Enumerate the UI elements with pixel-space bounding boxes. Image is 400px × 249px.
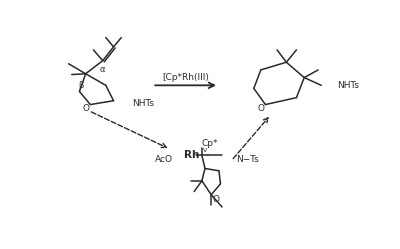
Text: O: O [257,104,264,113]
Text: O: O [212,195,219,204]
Text: AcO: AcO [154,155,172,164]
Text: N−Ts: N−Ts [236,155,259,164]
Text: Rh: Rh [184,150,200,160]
Text: NHTs: NHTs [132,99,154,108]
Text: Cp*: Cp* [202,139,218,148]
Text: [Cp*Rh(III): [Cp*Rh(III) [162,73,209,82]
Text: α: α [100,65,106,74]
Text: V: V [204,148,208,153]
Text: NHTs: NHTs [337,81,359,90]
Text: β: β [78,81,84,90]
Text: O: O [82,104,89,113]
